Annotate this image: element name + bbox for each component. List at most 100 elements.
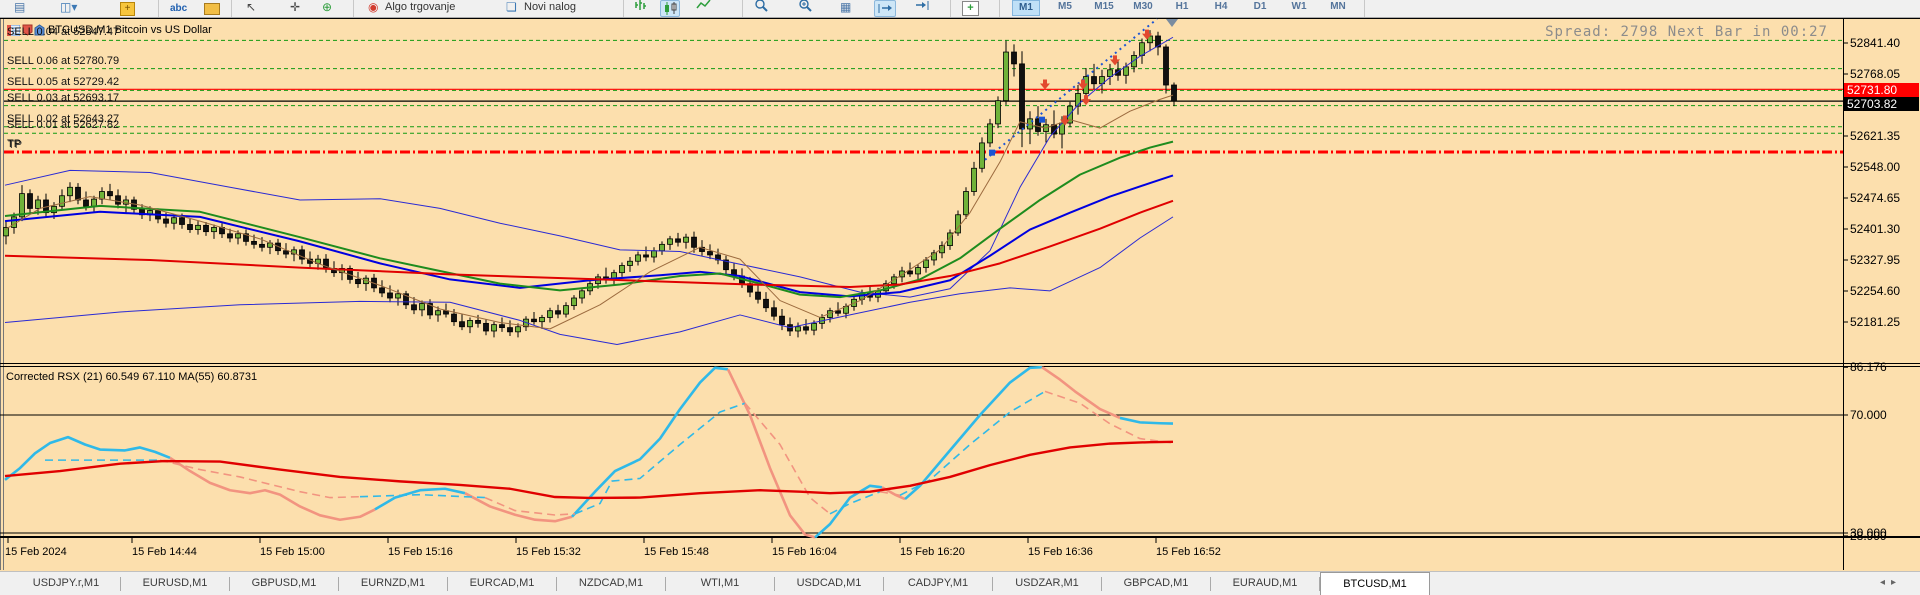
price-axis-label: 52254.60 <box>1850 284 1901 298</box>
candle-body <box>35 199 41 209</box>
candle-body <box>667 238 673 245</box>
toolbar-separator <box>999 0 1000 17</box>
toolbar: ▤ ◫▾ + abc ↖ ✛ ⊕ ◉ Algo trgovanje ❏ Novi… <box>0 0 1920 18</box>
time-axis-label: 15 Feb 15:00 <box>260 546 325 558</box>
trend-node[interactable] <box>989 149 995 156</box>
candle-body <box>211 227 217 233</box>
chart-shift-marker[interactable] <box>1166 19 1178 27</box>
chart-tab-euraud-m1[interactable]: EURAUD,M1 <box>1232 577 1298 589</box>
chart-tab-gbpusd-m1[interactable]: GBPUSD,M1 <box>251 577 317 589</box>
candle-body <box>195 224 201 230</box>
zoom-in-icon[interactable] <box>798 0 813 16</box>
chart-profiles-icon[interactable]: ◫▾ <box>60 0 78 14</box>
chart-tab-usdzar-m1[interactable]: USDZAR,M1 <box>1015 577 1079 589</box>
sell-order-label[interactable]: SELL 0.06 at 52780.79 <box>7 54 120 67</box>
trend-node[interactable] <box>1039 116 1045 123</box>
candle-body <box>939 245 945 254</box>
candle-body <box>235 233 241 239</box>
candle-body <box>763 298 769 309</box>
candle-body <box>459 321 465 328</box>
chart-tab-eurusd-m1[interactable]: EURUSD,M1 <box>142 577 208 589</box>
sell-order-label[interactable]: SELL 0.03 at 52693.17 <box>7 91 120 104</box>
candle-body <box>707 251 713 256</box>
algo-trading-button[interactable]: Algo trgovanje <box>385 1 456 13</box>
sell-order-label[interactable]: SELL 0.04 at 52847.47 <box>7 26 120 39</box>
chart-tab-eurcad-m1[interactable]: EURCAD,M1 <box>469 577 535 589</box>
chart-tab-eurnzd-m1[interactable]: EURNZD,M1 <box>360 577 426 589</box>
tab-separator <box>229 577 230 591</box>
candle-body <box>299 249 305 260</box>
chart-tab-nzdcad-m1[interactable]: NZDCAD,M1 <box>578 577 644 589</box>
time-axis-label: 15 Feb 16:52 <box>1156 546 1221 558</box>
timeframe-button-m15[interactable]: M15 <box>1094 1 1114 12</box>
candle-body <box>779 315 785 326</box>
text-label-icon[interactable]: abc <box>170 3 188 14</box>
tab-scroll-arrows[interactable]: ◂▸ <box>1879 577 1902 588</box>
new-chart-icon[interactable]: ▤ <box>14 0 26 14</box>
buy-marker-icon[interactable] <box>34 23 45 41</box>
tile-windows-icon[interactable]: ▦ <box>840 0 852 14</box>
sell-order-label[interactable]: SELL 0.02 at 52643.27 <box>7 112 120 125</box>
chart-tab-usdjpy-r-m1[interactable]: USDJPY.r,M1 <box>32 577 100 589</box>
timeframe-button-d1[interactable]: D1 <box>1253 1 1267 12</box>
toolbar-separator <box>950 0 951 17</box>
candle-body <box>1035 118 1041 132</box>
indicator-axis-label: 70.000 <box>1850 408 1887 422</box>
chart-tab-wti-m1[interactable]: WTI,M1 <box>700 577 740 589</box>
chart-tabs: USDJPY.r,M1 EURUSD,M1 GBPUSD,M1 EURNZD,M1 EU… <box>12 572 1430 595</box>
candle-body <box>987 123 993 144</box>
timeframe-button-w1[interactable]: W1 <box>1291 1 1307 12</box>
auto-scroll-icon[interactable] <box>912 0 932 16</box>
price-axis-label: 52548.00 <box>1850 160 1901 174</box>
candle-body <box>27 193 33 209</box>
sell-order-label[interactable]: SELL 0.01 at 52627.82 <box>7 119 120 132</box>
candle-body <box>1091 76 1097 85</box>
price-axis-label: 52621.35 <box>1850 129 1901 143</box>
candle-body <box>451 313 457 323</box>
chart-tab-cadjpy-m1[interactable]: CADJPY,M1 <box>907 577 969 589</box>
timeframe-button-h4[interactable]: H4 <box>1214 1 1228 12</box>
tp-label[interactable]: TP <box>7 137 22 150</box>
timeframe-button-h1[interactable]: H1 <box>1175 1 1189 12</box>
tab-separator <box>665 577 666 591</box>
candle-body <box>259 243 265 248</box>
candle-body <box>507 327 513 333</box>
cursor-icon[interactable]: ↖ <box>246 0 257 14</box>
indicator-label: Corrected RSX (21) 60.549 67.110 MA(55) … <box>6 371 258 383</box>
chart-tab-usdcad-m1[interactable]: USDCAD,M1 <box>796 577 862 589</box>
candle-body <box>755 291 761 300</box>
zoom-box-icon[interactable]: ⊕ <box>322 0 333 14</box>
timeframe-button-mn[interactable]: MN <box>1330 1 1346 12</box>
candle-body <box>651 250 657 258</box>
toolbar-separator <box>353 0 354 17</box>
candle-body <box>75 186 81 201</box>
candle-body <box>579 290 585 299</box>
bid-price-badge: 52703.82 <box>1844 97 1919 111</box>
indicators-icon[interactable]: + <box>962 1 979 16</box>
crosshair-icon[interactable]: ✛ <box>290 0 301 14</box>
timeframe-button-m5[interactable]: M5 <box>1058 1 1072 12</box>
chart-shift-icon[interactable] <box>874 0 896 17</box>
sell-order-label[interactable]: SELL 0.05 at 52729.42 <box>7 76 120 89</box>
zoom-out-icon[interactable] <box>754 0 769 16</box>
chart-tab-gbpcad-m1[interactable]: GBPCAD,M1 <box>1123 577 1189 589</box>
candle-body <box>659 243 665 252</box>
timeframe-button-m1[interactable]: M1 <box>1012 0 1040 16</box>
add-window-icon[interactable]: + <box>120 2 135 16</box>
sell-marker-icon[interactable] <box>22 23 33 41</box>
bollinger-upper <box>4 36 1174 298</box>
algo-trading-icon[interactable]: ◉ <box>368 0 379 14</box>
candle-body <box>1011 51 1017 65</box>
timeframe-button-m30[interactable]: M30 <box>1133 1 1153 12</box>
templates-folder-icon[interactable] <box>204 3 220 15</box>
line-chart-icon[interactable] <box>696 0 712 16</box>
symbol-description: Bitcoin vs US Dollar <box>114 24 212 36</box>
trend-dotted-line <box>984 18 1158 161</box>
chart-tab-btcusd-m1[interactable]: BTCUSD,M1 <box>1320 572 1430 595</box>
one-click-panel-icon[interactable] <box>6 23 21 41</box>
new-order-button[interactable]: Novi nalog <box>524 1 576 13</box>
new-order-icon[interactable]: ❏ <box>506 0 517 14</box>
bar-chart-icon[interactable] <box>634 0 648 16</box>
candlestick-chart-icon[interactable] <box>660 0 680 17</box>
